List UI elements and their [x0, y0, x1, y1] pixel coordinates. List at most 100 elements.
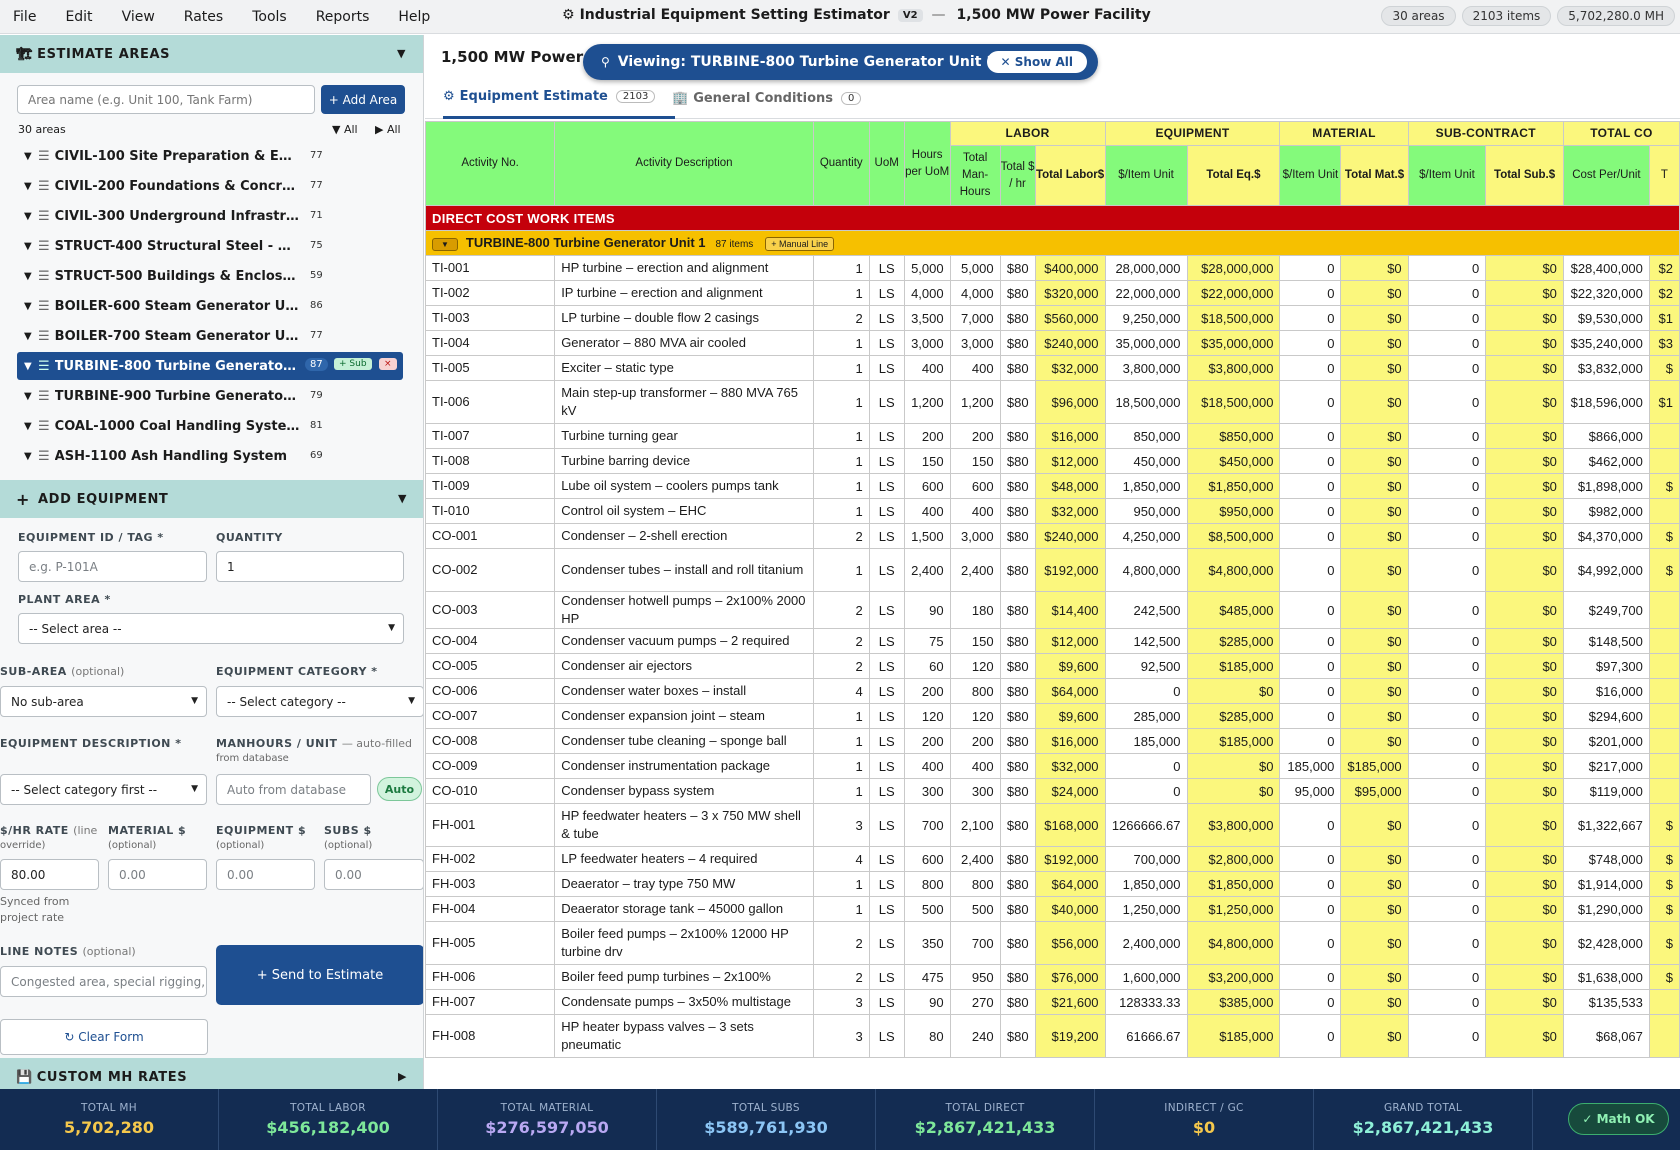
drag-handle-icon[interactable]: ☰: [38, 208, 50, 224]
delete-area-button[interactable]: ×: [379, 358, 397, 370]
menu-edit[interactable]: Edit: [65, 8, 93, 25]
collapse-all-button[interactable]: ▼ All: [332, 123, 358, 136]
add-equipment-header[interactable]: + ADD EQUIPMENT ▼: [0, 480, 423, 518]
rate-input[interactable]: 80.00: [0, 859, 99, 890]
area-item[interactable]: ▼ ☰TURBINE-800 Turbine Generator Unit 1 87…: [17, 352, 403, 380]
table-row[interactable]: TI-004 Generator – 880 MVA air cooled 1 LS 3…: [425, 330, 1680, 356]
estimate-areas-header[interactable]: 🏗 ESTIMATE AREAS ▼: [0, 35, 423, 73]
category-select[interactable]: -- Select category -- ▼: [216, 686, 423, 717]
table-row[interactable]: FH-003 Deaerator – tray type 750 MW 1 LS 800…: [425, 871, 1680, 897]
drag-handle-icon[interactable]: ☰: [38, 178, 50, 194]
add-area-button[interactable]: + Add Area: [321, 85, 405, 114]
table-row[interactable]: CO-001 Condenser – 2-shell erection 2 LS 1,5…: [425, 523, 1680, 549]
col-total-rate[interactable]: Total $ / hr: [999, 145, 1036, 206]
equipment-cost-input[interactable]: 0.00: [216, 859, 315, 890]
table-row[interactable]: TI-001 HP turbine – erection and alignmen…: [425, 255, 1680, 281]
custom-rates-header[interactable]: 💾 CUSTOM MH RATES ▶: [0, 1058, 423, 1089]
chevron-down-icon[interactable]: ▼: [396, 47, 406, 60]
triangle-down-icon[interactable]: ▼: [24, 360, 32, 372]
col-sub-item-unit[interactable]: $/Item Unit: [1407, 145, 1487, 206]
area-item[interactable]: ▼ ☰CIVIL-100 Site Preparation & Earthwork…: [0, 141, 423, 171]
tab-equipment-estimate[interactable]: ⚙ Equipment Estimate 2103: [443, 77, 676, 119]
menu-tools[interactable]: Tools: [252, 8, 287, 25]
subs-input[interactable]: 0.00: [324, 859, 423, 890]
table-row[interactable]: CO-007 Condenser expansion joint – steam 1…: [425, 703, 1680, 729]
col-eq-item-unit[interactable]: $/Item Unit: [1104, 145, 1188, 206]
table-row[interactable]: TI-005 Exciter – static type 1 LS 400 400 $80 $…: [425, 355, 1680, 381]
table-row[interactable]: FH-008 HP heater bypass valves – 3 sets p…: [425, 1014, 1680, 1058]
col-total-labor[interactable]: Total Labor$: [1034, 145, 1106, 206]
manhours-input[interactable]: Auto from database: [216, 774, 371, 805]
table-row[interactable]: FH-005 Boiler feed pumps – 2x100% 12000 H…: [425, 921, 1680, 965]
chevron-right-icon[interactable]: ▶: [397, 1070, 407, 1083]
table-row[interactable]: TI-003 LP turbine – double flow 2 casings…: [425, 305, 1680, 331]
triangle-down-icon[interactable]: ▼: [24, 390, 32, 402]
area-item[interactable]: ▼ ☰ BOILER-700 Steam Generator Unit 2 77: [0, 321, 423, 351]
col-total-manhours[interactable]: Total Man-Hours: [949, 145, 1001, 206]
table-row[interactable]: CO-009 Condenser instrumentation package 1…: [425, 753, 1680, 779]
area-item[interactable]: ▼ ☰ STRUCT-500 Buildings & Enclosures 59: [0, 261, 423, 291]
table-row[interactable]: CO-003 Condenser hotwell pumps – 2x100% 2…: [425, 591, 1680, 629]
menu-reports[interactable]: Reports: [315, 8, 370, 25]
col-quantity[interactable]: Quantity: [812, 121, 870, 206]
table-row[interactable]: FH-007 Condensate pumps – 3x50% multistag…: [425, 989, 1680, 1015]
menu-rates[interactable]: Rates: [183, 8, 224, 25]
equipment-id-input[interactable]: e.g. P-101A: [18, 551, 207, 582]
clear-form-button[interactable]: ↻ Clear Form: [0, 1019, 208, 1055]
area-group-row[interactable]: ▼ TURBINE-800 Turbine Generator Unit 1 87 …: [425, 230, 1680, 256]
col-cost-per-unit[interactable]: Cost Per/Unit: [1562, 145, 1650, 206]
table-row[interactable]: CO-008 Condenser tube cleaning – sponge b…: [425, 728, 1680, 754]
subarea-select[interactable]: No sub-area ▼: [0, 686, 207, 717]
triangle-down-icon[interactable]: ▼: [24, 330, 32, 342]
table-row[interactable]: FH-001 HP feedwater heaters – 3 x 750 MW …: [425, 803, 1680, 847]
table-row[interactable]: TI-007 Turbine turning gear 1 LS 200 200 $80 $1…: [425, 423, 1680, 449]
area-item[interactable]: ▼ ☰ CIVIL-200 Foundations & Concrete 77: [0, 171, 423, 201]
drag-handle-icon[interactable]: ☰: [38, 388, 50, 404]
table-row[interactable]: CO-010 Condenser bypass system 1 LS 300 300 $8…: [425, 778, 1680, 804]
table-row[interactable]: FH-004 Deaerator storage tank – 45000 gal…: [425, 896, 1680, 922]
tab-general-conditions[interactable]: 🏢 General Conditions 0: [672, 77, 862, 119]
drag-handle-icon[interactable]: ☰: [38, 448, 50, 464]
drag-handle-icon[interactable]: ☰: [38, 238, 50, 254]
table-row[interactable]: FH-006 Boiler feed pump turbines – 2x100%…: [425, 964, 1680, 990]
table-row[interactable]: TI-002 IP turbine – erection and alignmen…: [425, 280, 1680, 306]
table-row[interactable]: CO-002 Condenser tubes – install and roll…: [425, 548, 1680, 592]
table-row[interactable]: TI-006 Main step-up transformer – 880 MVA…: [425, 380, 1680, 424]
area-name-input[interactable]: [17, 85, 315, 114]
col-total-eq[interactable]: Total Eq.$: [1186, 145, 1281, 206]
table-row[interactable]: FH-002 LP feedwater heaters – 4 required 4…: [425, 846, 1680, 872]
quantity-input[interactable]: 1: [216, 551, 404, 582]
area-item[interactable]: ▼ ☰ COAL-1000 Coal Handling System 81: [0, 411, 423, 441]
triangle-down-icon[interactable]: ▼: [24, 150, 32, 162]
col-total-mat[interactable]: Total Mat.$: [1340, 145, 1409, 206]
drag-handle-icon[interactable]: ☰: [38, 328, 50, 344]
triangle-down-icon[interactable]: ▼: [24, 420, 32, 432]
area-item[interactable]: ▼ ☰CIVIL-300 Underground Infrastructure 71: [0, 201, 423, 231]
menu-view[interactable]: View: [121, 8, 155, 25]
menu-file[interactable]: File: [13, 8, 37, 25]
add-manual-line-button[interactable]: + Manual Line: [765, 237, 835, 252]
menu-help[interactable]: Help: [398, 8, 431, 25]
table-row[interactable]: CO-004 Condenser vacuum pumps – 2 require…: [425, 628, 1680, 654]
send-to-estimate-button[interactable]: + Send to Estimate: [216, 945, 423, 1005]
table-row[interactable]: TI-008 Turbine barring device 1 LS 150 150 $80…: [425, 448, 1680, 474]
area-item[interactable]: ▼ ☰ BOILER-600 Steam Generator Unit 1 86: [0, 291, 423, 321]
triangle-down-icon[interactable]: ▼: [24, 240, 32, 252]
collapse-toggle[interactable]: ▼: [432, 237, 458, 251]
add-subarea-button[interactable]: + Sub: [334, 358, 372, 370]
table-row[interactable]: TI-010 Control oil system – EHC 1 LS 400 400 $…: [425, 498, 1680, 524]
col-total-cost[interactable]: T: [1648, 145, 1680, 206]
description-select[interactable]: -- Select category first -- ▼: [0, 774, 207, 805]
material-input[interactable]: 0.00: [108, 859, 207, 890]
triangle-down-icon[interactable]: ▼: [24, 270, 32, 282]
table-row[interactable]: TI-009 Lube oil system – coolers pumps ta…: [425, 473, 1680, 499]
triangle-down-icon[interactable]: ▼: [24, 300, 32, 312]
table-row[interactable]: CO-005 Condenser air ejectors 2 LS 60 120 $80 $…: [425, 653, 1680, 679]
col-hours-per-uom[interactable]: Hours per UoM: [903, 121, 951, 206]
col-activity-desc[interactable]: Activity Description: [554, 121, 814, 206]
col-uom[interactable]: UoM: [868, 121, 905, 206]
table-row[interactable]: CO-006 Condenser water boxes – install 4 LS…: [425, 678, 1680, 704]
triangle-down-icon[interactable]: ▼: [24, 210, 32, 222]
area-item[interactable]: ▼ ☰STRUCT-400 Structural Steel - Power Bl…: [0, 231, 423, 261]
col-activity-no[interactable]: Activity No.: [425, 121, 556, 206]
